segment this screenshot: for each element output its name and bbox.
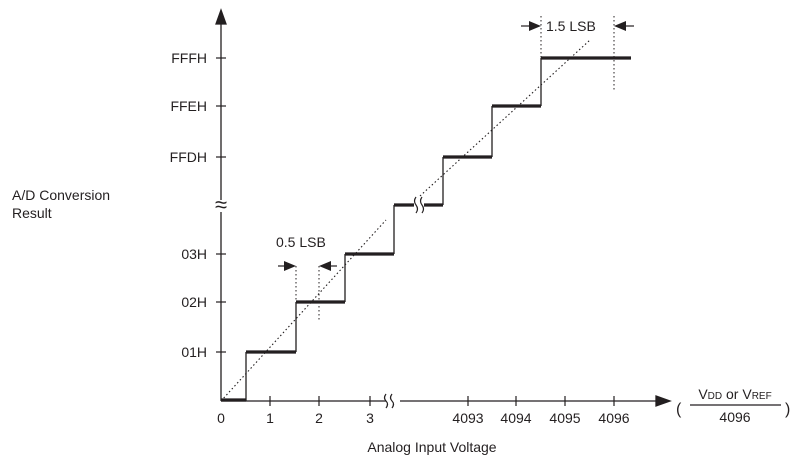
unit-denominator: 4096 (719, 409, 750, 425)
x-tick-label-4094: 4094 (500, 410, 531, 426)
x-axis-arrow-icon (655, 395, 672, 407)
x-axis-title: Analog Input Voltage (367, 439, 496, 455)
x-axis-break-icon (383, 393, 395, 409)
half-lsb-annotation: 0.5 LSB (276, 234, 337, 320)
y-axis-break-icon: ≈ (215, 192, 227, 217)
unit-numerator: VDD or VREF (698, 386, 771, 402)
unit-open-paren: ( (676, 401, 682, 418)
axes (215, 8, 672, 407)
y-ticks (216, 57, 226, 353)
y-tick-label-02h: 02H (181, 294, 207, 310)
x-tick-label-4093: 4093 (452, 410, 483, 426)
staircase-risers (245, 58, 542, 401)
x-ticks (269, 396, 615, 406)
y-axis-title-line2: Result (12, 205, 52, 221)
y-tick-label-01h: 01H (181, 344, 207, 360)
unit-close-paren: ) (785, 401, 790, 418)
arrow-left-icon (319, 261, 331, 271)
arrow-right-icon (529, 21, 541, 31)
x-tick-label-3: 3 (366, 410, 374, 426)
staircase-break-icon (413, 196, 425, 214)
one-half-lsb-annotation: 1.5 LSB (521, 16, 634, 90)
ideal-transfer-line (220, 39, 591, 402)
y-axis-arrow-icon (215, 8, 227, 25)
x-tick-label-4096: 4096 (598, 410, 629, 426)
arrow-left-icon (614, 21, 626, 31)
x-tick-label-0: 0 (217, 410, 225, 426)
one-half-lsb-label: 1.5 LSB (546, 18, 596, 34)
x-tick-label-2: 2 (315, 410, 323, 426)
y-tick-label-ffdh: FFDH (170, 149, 207, 165)
y-tick-label-ffeh: FFEH (170, 98, 207, 114)
arrow-right-icon (284, 261, 296, 271)
x-axis-unit-fraction: ( VDD or VREF 4096 ) (676, 386, 790, 425)
y-tick-label-03h: 03H (181, 246, 207, 262)
y-tick-label-fffh: FFFH (171, 50, 207, 66)
x-tick-label-1: 1 (266, 410, 274, 426)
y-axis-title-line1: A/D Conversion (12, 187, 110, 203)
half-lsb-label: 0.5 LSB (276, 234, 326, 250)
x-tick-label-4095: 4095 (549, 410, 580, 426)
staircase-steps (221, 56, 631, 402)
